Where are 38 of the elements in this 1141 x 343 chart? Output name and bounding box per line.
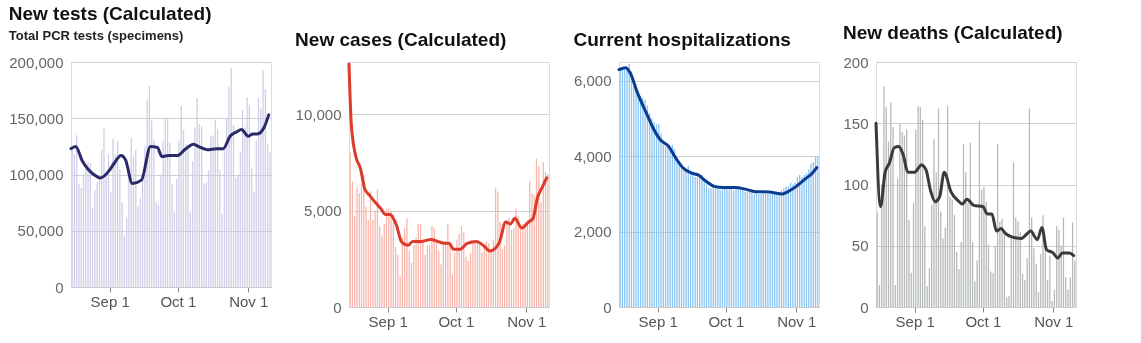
x-tick-label: Oct 1 [438, 312, 475, 330]
y-tick-label: 0 [333, 298, 342, 316]
y-tick-label: 150,000 [9, 109, 64, 127]
chart-title: Current hospitalizations [573, 29, 791, 50]
line-series [617, 66, 819, 196]
y-tick-label: 6,000 [573, 72, 612, 90]
x-tick-label: Sep 1 [368, 312, 408, 330]
chart-subtitle: Total PCR tests (specimens) [8, 28, 184, 43]
x-tick-label: Nov 1 [1034, 312, 1074, 330]
y-tick-label: 100 [843, 176, 869, 193]
x-tick-label: Nov 1 [777, 312, 817, 330]
x-tick-label: Oct 1 [708, 312, 745, 330]
y-tick-label: 50,000 [17, 222, 64, 240]
y-tick-label: 10,000 [295, 105, 342, 123]
x-tick-label: Oct 1 [965, 312, 1002, 330]
chart-title: New tests (Calculated) [8, 3, 212, 24]
y-tick-label: 4,000 [573, 147, 612, 165]
x-tick-label: Oct 1 [160, 292, 197, 310]
y-tick-label: 200,000 [9, 53, 64, 71]
y-tick-label: 50 [851, 237, 869, 255]
y-tick-label: 0 [55, 278, 64, 296]
x-tick-label: Sep 1 [90, 292, 130, 310]
x-tick-label: Sep 1 [895, 312, 935, 330]
y-tick-label: 0 [860, 298, 869, 316]
line-series [874, 121, 1076, 260]
y-tick-label: 0 [603, 298, 612, 316]
y-tick-label: 150 [843, 114, 869, 132]
y-tick-label: 2,000 [573, 223, 612, 241]
x-tick-label: Sep 1 [638, 312, 678, 330]
x-tick-label: Nov 1 [507, 312, 547, 330]
chart-title: New deaths (Calculated) [842, 22, 1063, 43]
chart-title: New cases (Calculated) [295, 29, 507, 50]
line-series [69, 113, 271, 185]
x-tick-label: Nov 1 [229, 292, 269, 310]
line-series [347, 62, 549, 253]
y-tick-label: 5,000 [303, 202, 342, 220]
y-tick-label: 100,000 [9, 166, 64, 183]
y-tick-label: 200 [843, 53, 869, 71]
